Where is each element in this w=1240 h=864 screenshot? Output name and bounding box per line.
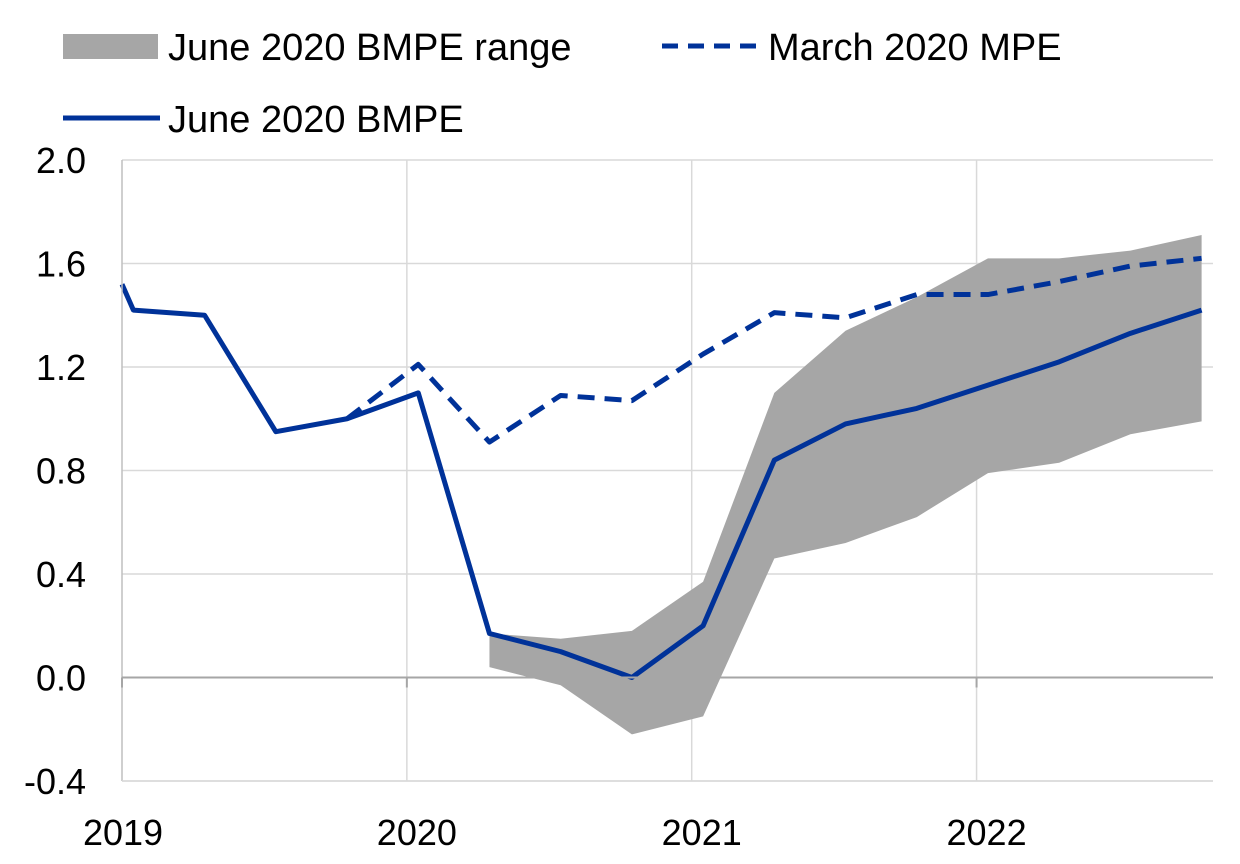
y-tick-label: -0.4 — [24, 761, 86, 802]
legend-swatch-range — [63, 34, 158, 59]
legend-item-range: June 2020 BMPE range — [63, 27, 572, 69]
series-line-march-mpe — [345, 255, 1202, 445]
y-tick-label: 0.8 — [36, 451, 86, 492]
y-tick-label: 2.0 — [36, 140, 86, 181]
x-tick-label: 2019 — [83, 812, 163, 853]
legend-label-march-mpe: March 2020 MPE — [768, 27, 1062, 69]
x-tick-label: 2022 — [947, 812, 1027, 853]
x-tick-label: 2020 — [377, 812, 457, 853]
y-tick-label: 0.4 — [36, 554, 86, 595]
legend: June 2020 BMPE range March 2020 MPE June… — [63, 27, 1062, 141]
x-tick-labels: 2019 2020 2021 2022 — [83, 812, 1027, 853]
y-tick-labels: 2.0 1.6 1.2 0.8 0.4 0.0 -0.4 — [24, 140, 86, 802]
legend-label-range: June 2020 BMPE range — [168, 27, 572, 69]
legend-label-june-bmpe: June 2020 BMPE — [168, 99, 464, 141]
axes — [121, 160, 1213, 782]
y-tick-label: 0.0 — [36, 658, 86, 699]
range-band-area — [489, 235, 1202, 735]
x-tick-label: 2021 — [662, 812, 742, 853]
legend-item-june-bmpe: June 2020 BMPE — [63, 99, 464, 141]
y-tick-label: 1.2 — [36, 347, 86, 388]
legend-item-march-mpe: March 2020 MPE — [662, 27, 1062, 69]
range-band — [489, 235, 1202, 735]
y-tick-label: 1.6 — [36, 244, 86, 285]
